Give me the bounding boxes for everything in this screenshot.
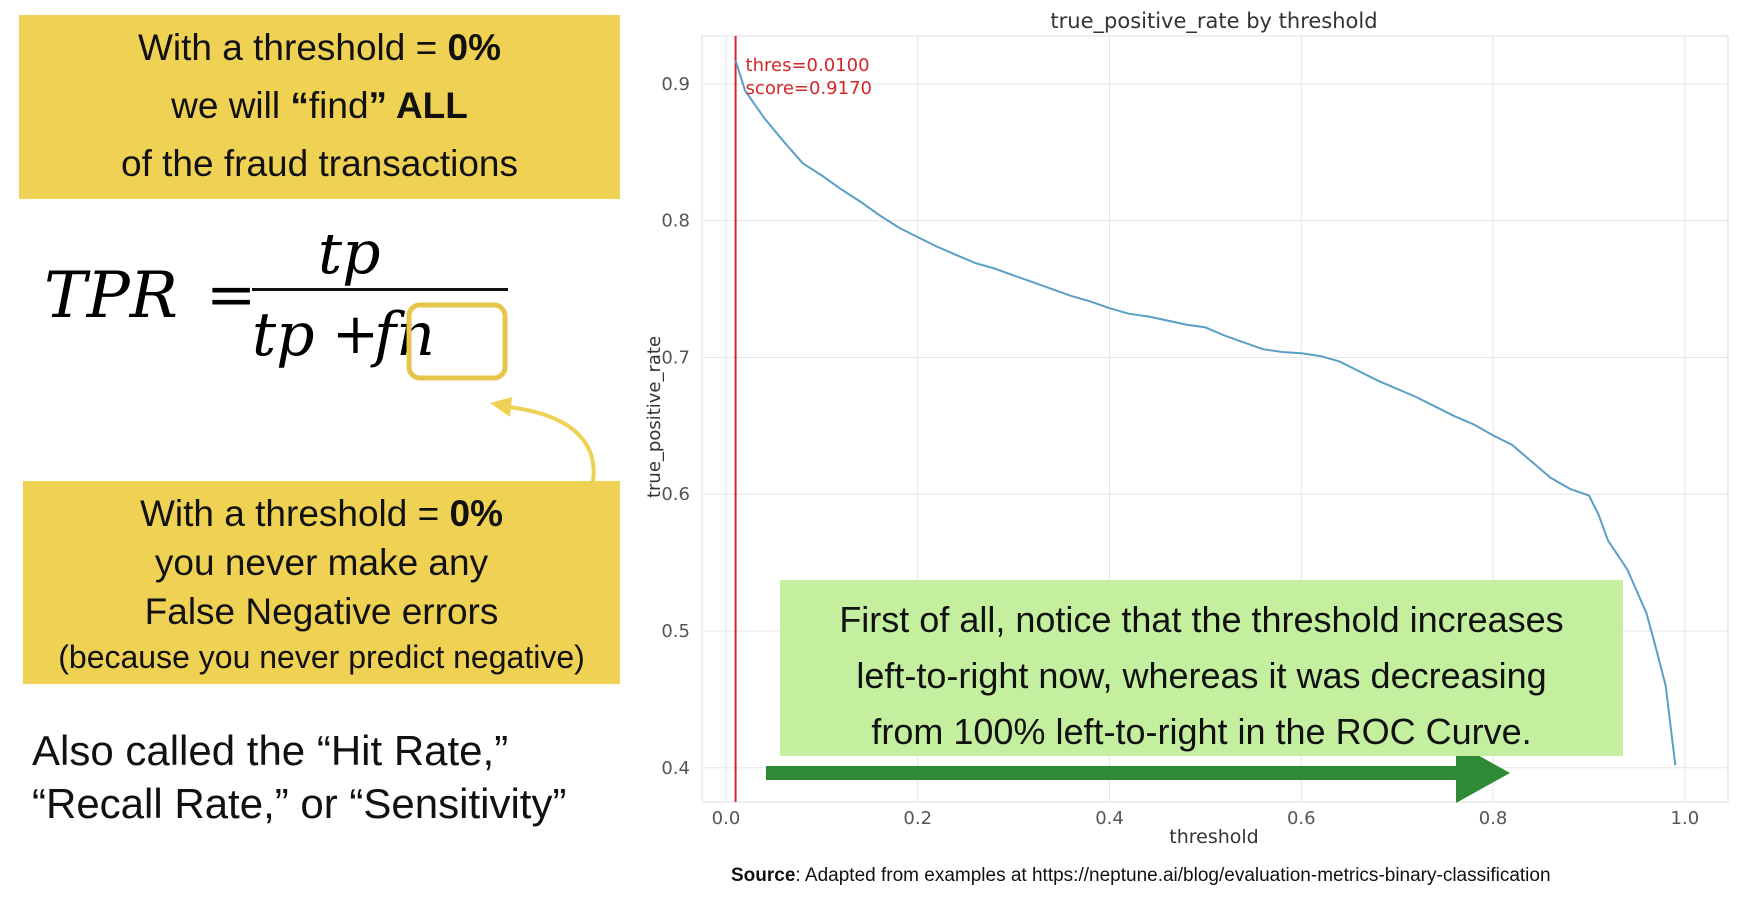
also-called-text: Also called the “Hit Rate,” “Recall Rate… [32,724,566,830]
also-called-line-2: “Recall Rate,” or “Sensitivity” [32,780,567,827]
y-tick-label: 0.9 [661,74,690,95]
annotation-score: score=0.9170 [746,78,872,99]
callout-bottom-line-1: With a threshold = 0% [140,493,503,534]
curved-arrow-head [490,397,512,417]
x-axis-label: threshold [1169,826,1258,848]
y-tick-label: 0.4 [661,758,690,779]
also-called-line-1: Also called the “Hit Rate,” [32,727,509,774]
y-tick-label: 0.8 [661,211,690,232]
y-tick-label: 0.6 [661,484,690,505]
annotation-threshold: thres=0.0100 [746,55,870,76]
tpr-formula-svg: TPR = tp tp + fn [44,218,508,381]
green-note-line-1: First of all, notice that the threshold … [839,599,1564,640]
x-tick-label: 0.2 [903,808,932,829]
x-tick-label: 0.6 [1287,808,1316,829]
threshold-direction-note: First of all, notice that the threshold … [780,580,1623,756]
source-text: : Adapted from examples at https://neptu… [795,865,1551,886]
callout-threshold-find-all: With a threshold = 0% we will “find” ALL… [19,15,620,199]
callout-top-line-3: of the fraud transactions [121,143,518,184]
callout-no-false-negatives: With a threshold = 0% you never make any… [23,481,620,684]
y-tick-label: 0.7 [661,347,690,368]
curved-arrow-shaft [507,405,596,482]
formula-lhs: TPR [44,259,178,333]
formula-plus: + [332,302,379,367]
tick-labels: 0.0 0.2 0.4 0.6 0.8 1.0 0.4 0.5 0.6 0.7 0.8 0.9 [661,74,1699,829]
fn-highlight-box [406,302,508,381]
direction-arrow [766,743,1510,803]
x-tick-label: 1.0 [1671,808,1700,829]
direction-arrow-shaft [766,766,1466,780]
tpr-formula: TPR = tp tp + fn [38,218,528,415]
x-tick-label: 0.8 [1479,808,1508,829]
direction-arrow-head [1456,743,1510,803]
chart-title: true_positive_rate by threshold [1050,9,1377,34]
x-tick-label: 0.0 [712,808,741,829]
formula-denominator-right: fn [370,300,435,370]
callout-bottom-line-4: (because you never predict negative) [58,639,585,675]
x-tick-label: 0.4 [1095,808,1124,829]
tpr-threshold-chart: true_positive_rate by threshold 0.0 0.2 0.… [630,0,1738,898]
y-axis-label: true_positive_rate [644,336,665,498]
callout-bottom-line-2: you never make any [154,542,489,583]
y-tick-label: 0.5 [661,621,690,642]
source-citation: Source: Adapted from examples at https:/… [731,865,1551,887]
callout-top-line-1: With a threshold = 0% [138,27,501,68]
formula-equals: = [206,260,256,330]
tpr-curve [734,60,1677,766]
callout-top-line-2: we will “find” ALL [171,85,468,126]
chart-svg: true_positive_rate by threshold 0.0 0.2 0.… [644,9,1729,848]
formula-fraction-bar [252,288,508,291]
green-note-line-3: from 100% left-to-right in the ROC Curve… [871,711,1532,752]
green-note-line-2: left-to-right now, whereas it was decrea… [856,655,1547,696]
formula-numerator: tp [318,235,381,288]
source-label: Source [731,865,796,886]
curved-arrow-to-fn [490,397,596,482]
formula-denominator-left: tp [252,300,315,370]
callout-bottom-line-3: False Negative errors [144,591,499,632]
